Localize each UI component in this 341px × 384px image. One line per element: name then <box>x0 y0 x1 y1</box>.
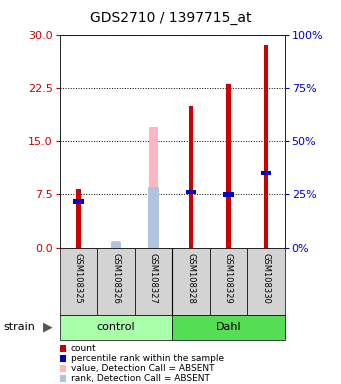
Bar <box>261 171 271 175</box>
Bar <box>148 187 159 248</box>
Text: Dahl: Dahl <box>216 322 241 333</box>
Bar <box>172 248 210 315</box>
Text: GSM108329: GSM108329 <box>224 253 233 304</box>
Bar <box>76 189 81 248</box>
Bar <box>112 240 120 248</box>
Text: GSM108330: GSM108330 <box>262 253 270 304</box>
Bar <box>60 315 172 340</box>
Text: ▶: ▶ <box>43 321 53 334</box>
Text: GSM108325: GSM108325 <box>74 253 83 304</box>
Text: rank, Detection Call = ABSENT: rank, Detection Call = ABSENT <box>71 374 210 383</box>
Bar <box>189 106 193 248</box>
Text: GSM108327: GSM108327 <box>149 253 158 304</box>
Bar <box>135 248 172 315</box>
Bar <box>247 248 285 315</box>
Text: percentile rank within the sample: percentile rank within the sample <box>71 354 224 363</box>
Bar <box>172 315 285 340</box>
Text: count: count <box>71 344 97 353</box>
Bar <box>97 248 135 315</box>
Bar <box>210 248 247 315</box>
Bar <box>111 242 121 248</box>
Bar <box>60 248 97 315</box>
Text: strain: strain <box>3 322 35 332</box>
Text: GSM108326: GSM108326 <box>112 253 120 304</box>
Bar <box>226 84 231 248</box>
Bar <box>223 192 234 197</box>
Text: control: control <box>97 322 135 333</box>
Text: GDS2710 / 1397715_at: GDS2710 / 1397715_at <box>90 11 251 25</box>
Bar <box>149 127 158 248</box>
Bar <box>186 190 196 194</box>
Bar <box>73 199 84 204</box>
Text: value, Detection Call = ABSENT: value, Detection Call = ABSENT <box>71 364 214 373</box>
Text: GSM108328: GSM108328 <box>187 253 195 304</box>
Bar <box>264 45 268 248</box>
